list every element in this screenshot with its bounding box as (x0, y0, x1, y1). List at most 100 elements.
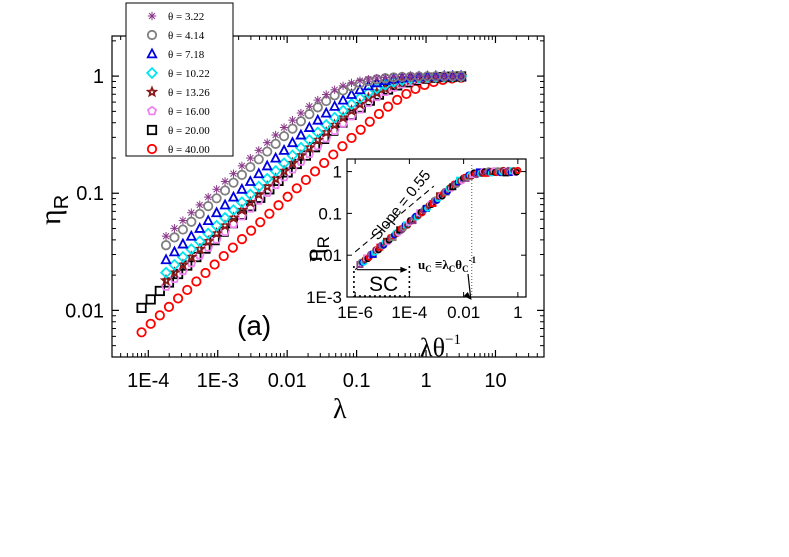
data-point (313, 95, 322, 105)
inset-x-axis-label-superscript: −1 (445, 332, 461, 348)
data-point (337, 93, 349, 105)
data-point (355, 124, 366, 135)
data-point (210, 226, 223, 239)
data-point (145, 318, 156, 329)
main-x-tick-label: 0.01 (268, 370, 307, 392)
legend-label: θ = 7.18 (168, 49, 205, 61)
legend-label: θ = 4.14 (168, 30, 205, 42)
inset-y-tick-label: 1E-3 (306, 288, 342, 307)
data-point (244, 175, 257, 186)
sc-arrowhead (400, 266, 408, 273)
data-point (401, 88, 412, 100)
legend-marker (145, 85, 159, 98)
data-point (178, 216, 188, 225)
data-point (303, 133, 316, 147)
data-point (278, 131, 290, 142)
data-point (182, 284, 193, 296)
legend-item: θ = 3.22 (147, 11, 204, 23)
main-x-tick-label: 10 (484, 370, 506, 392)
data-point (202, 234, 215, 247)
data-point (414, 72, 424, 81)
data-point (186, 216, 197, 227)
legend: θ = 3.22 θ = 4.14 θ = 7.18 θ = 10.22 θ = 13.… (125, 2, 234, 157)
data-point (177, 237, 189, 249)
data-point (255, 217, 266, 228)
data-point (160, 253, 172, 265)
data-point (354, 83, 366, 95)
data-point (254, 146, 263, 155)
data-point (328, 118, 341, 131)
data-point (456, 71, 466, 81)
data-point (440, 71, 449, 81)
uc-theta: θ (455, 257, 462, 272)
inset-y-axis-label-subscript: R (314, 236, 333, 248)
data-point (294, 148, 308, 161)
data-point (363, 97, 374, 107)
uc-annotation: uC ≡λCθC-1 (418, 255, 477, 274)
main-x-axis-label: λ (333, 394, 347, 425)
data-point (328, 99, 341, 111)
data-point (295, 128, 307, 140)
inset-data-point (514, 166, 522, 174)
data-point (320, 106, 332, 118)
data-point (312, 102, 323, 113)
data-point (269, 172, 282, 185)
data-point (345, 98, 358, 111)
legend-item: θ = 13.26 (145, 85, 210, 99)
uc-pointer-arrowhead (463, 292, 472, 300)
main-chart: 1E-4 1E-3 0.01 0.1 1 100.010.11 (a) λ ηR (34, 35, 545, 425)
uc-theta-subscript: C (462, 264, 469, 274)
data-point (300, 174, 312, 185)
main-x-tick-label: 1 (420, 370, 431, 392)
data-point (227, 242, 238, 253)
data-point (168, 245, 181, 257)
data-point (287, 123, 298, 134)
main-data-points (136, 69, 468, 338)
data-point (286, 149, 299, 162)
data-point (273, 200, 284, 211)
data-point (337, 141, 348, 152)
main-axes-ticks: 1E-4 1E-3 0.01 0.1 1 10 0.01 0.1 1 (65, 36, 544, 392)
data-point (269, 164, 282, 178)
data-point (261, 172, 274, 185)
data-point (345, 88, 358, 99)
data-point (355, 76, 365, 85)
legend-items: θ = 3.22 θ = 4.14 θ = 7.18 θ = 10.22 θ = 13.… (145, 11, 210, 156)
data-point (380, 86, 391, 96)
data-point (185, 229, 198, 241)
data-point (252, 180, 265, 193)
data-point (288, 115, 297, 125)
uc-theta-superscript: -1 (469, 255, 477, 265)
data-point (279, 123, 289, 132)
data-point (312, 113, 324, 125)
data-point (136, 302, 147, 314)
data-point (269, 151, 282, 163)
data-point (159, 266, 173, 279)
legend-label: θ = 10.22 (168, 68, 210, 80)
data-point (253, 167, 265, 179)
legend-marker (145, 66, 159, 80)
data-point (286, 136, 299, 148)
legend-marker (146, 143, 158, 155)
data-point (160, 240, 172, 251)
data-point (448, 71, 457, 81)
data-point (311, 126, 324, 139)
data-point (154, 310, 165, 321)
main-x-tick-label: 1E-3 (197, 370, 239, 392)
data-point (227, 211, 240, 224)
uc-lambda-subscript: C (449, 264, 456, 274)
data-point (346, 132, 357, 144)
legend-item: θ = 4.14 (146, 29, 205, 42)
legend-item: θ = 7.18 (146, 47, 205, 61)
legend-marker (146, 47, 158, 59)
inset-y-tick-label: 0.01 (309, 246, 342, 265)
panel-label: (a) (237, 310, 271, 341)
main-plot-frame (111, 35, 545, 358)
data-point (291, 183, 302, 194)
data-point (210, 206, 223, 218)
inset-x-tick-label: 1E-6 (337, 303, 373, 322)
inset-x-axis-label-symbol: λθ (420, 333, 445, 362)
main-y-axis-label: ηR (34, 195, 73, 225)
legend-label: θ = 3.22 (168, 11, 204, 23)
data-point (228, 177, 239, 188)
